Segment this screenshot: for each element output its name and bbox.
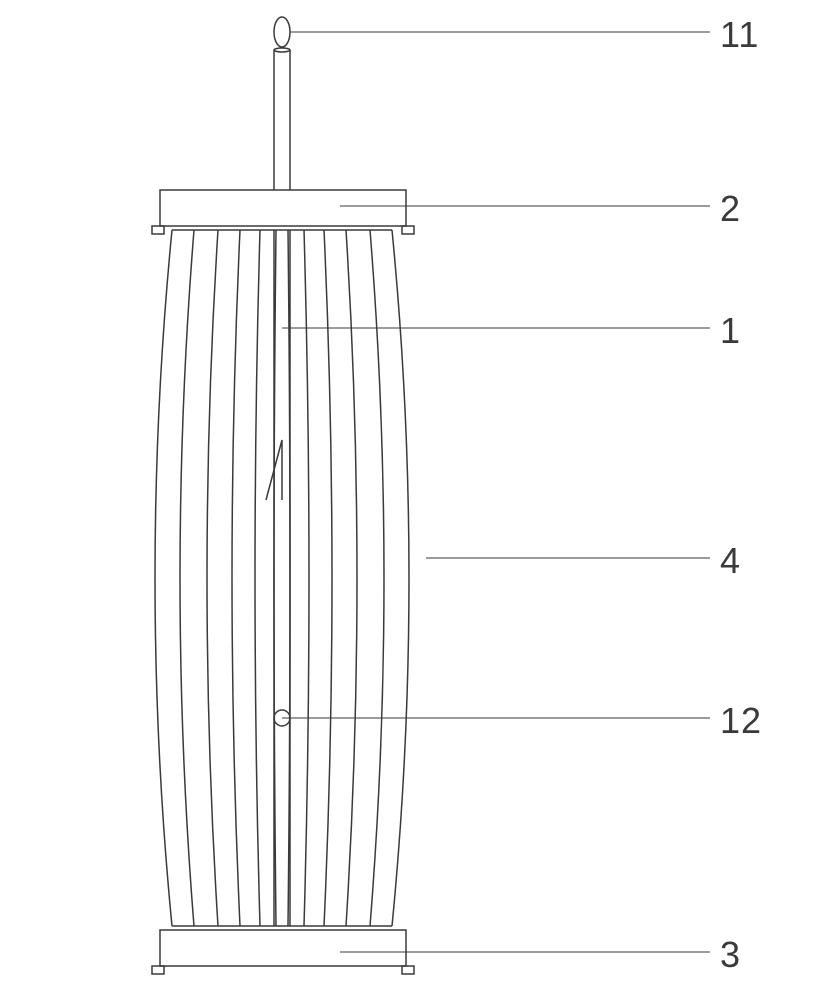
callout-label-1: 1: [720, 310, 741, 352]
callout-label-11: 11: [720, 14, 759, 56]
diagram-svg: [0, 0, 834, 1000]
callout-label-12: 12: [720, 700, 762, 742]
callout-label-3: 3: [720, 934, 741, 976]
callout-label-2: 2: [720, 188, 741, 230]
callout-label-4: 4: [720, 540, 741, 582]
